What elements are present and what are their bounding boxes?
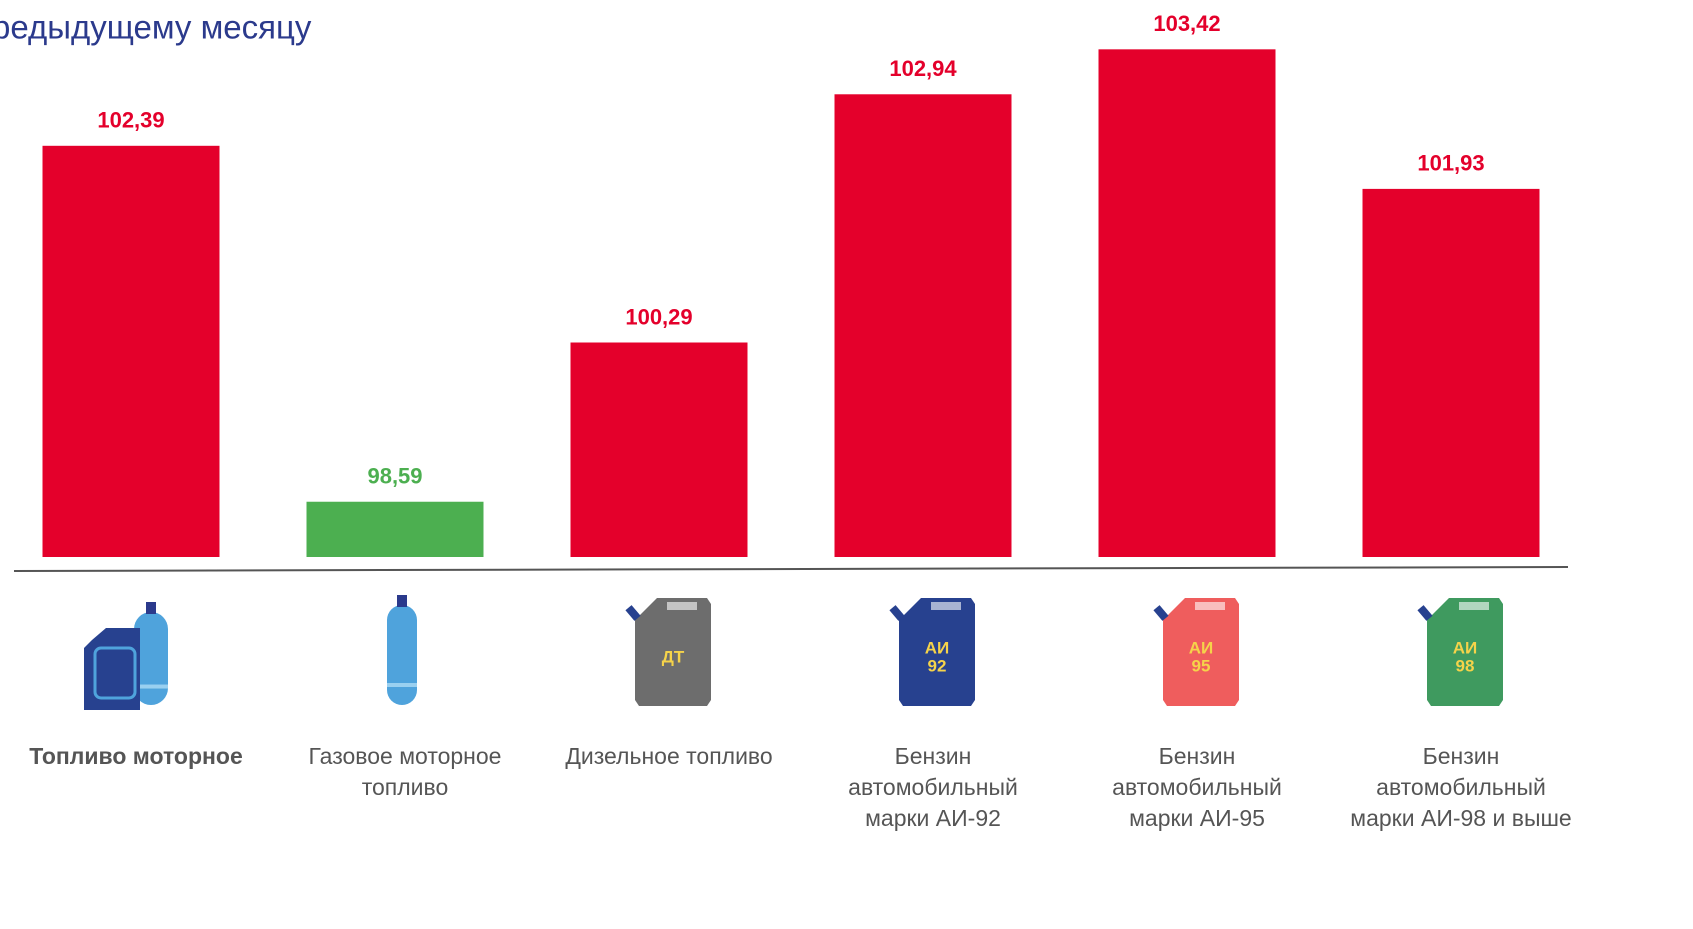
value-label: 102,94 <box>889 56 957 81</box>
bar <box>570 342 748 557</box>
value-label: 101,93 <box>1417 151 1484 176</box>
cylinder-body <box>387 605 417 705</box>
can-handle <box>931 602 961 610</box>
can-icon <box>1163 598 1239 706</box>
cylinder-icon <box>387 595 417 705</box>
can-icon <box>899 598 975 706</box>
bar <box>1098 49 1276 558</box>
can-icon <box>1427 598 1503 706</box>
can-handle <box>1459 602 1489 610</box>
can-icon <box>635 598 711 706</box>
cylinder-band <box>387 683 417 687</box>
can-spout <box>1153 605 1169 621</box>
can-label: 92 <box>928 656 947 675</box>
cylinder-valve <box>397 595 407 607</box>
cylinder-icon <box>134 602 168 705</box>
cylinder-body <box>134 612 168 705</box>
can-spout <box>1417 605 1433 621</box>
can-label: АИ <box>1453 638 1478 657</box>
category-label: Топливо моторное <box>29 743 243 769</box>
can-label: 95 <box>1192 656 1211 675</box>
chart-title: редыдущему месяцу <box>0 9 312 46</box>
bar <box>306 501 484 557</box>
axis-line <box>13 566 1569 572</box>
can-label: АИ <box>925 638 950 657</box>
bar <box>1362 188 1540 557</box>
category-label: Бензин автомобильный марки АИ-92 <box>848 743 1018 831</box>
can-handle <box>667 602 697 610</box>
category-label: Бензин автомобильный марки АИ-98 и выше <box>1350 743 1572 831</box>
value-label: 102,39 <box>97 108 164 133</box>
value-label: 98,59 <box>367 464 422 489</box>
category-label: Бензин автомобильный марки АИ-95 <box>1112 743 1282 831</box>
category-label: Дизельное топливо <box>565 743 773 769</box>
can-spout <box>625 605 641 621</box>
can-label: 98 <box>1456 656 1475 675</box>
can-handle <box>1195 602 1225 610</box>
category-label: Газовое моторное топливо <box>308 743 502 800</box>
can-label: АИ <box>1189 638 1214 657</box>
can-spout <box>889 605 905 621</box>
value-label: 103,42 <box>1153 11 1220 36</box>
bar <box>834 94 1012 557</box>
value-label: 100,29 <box>625 304 692 329</box>
can-inner <box>93 646 137 700</box>
cylinder-valve <box>146 602 156 614</box>
bar <box>42 145 220 557</box>
cylinder-band <box>134 684 168 689</box>
can-label: ДТ <box>662 647 685 666</box>
